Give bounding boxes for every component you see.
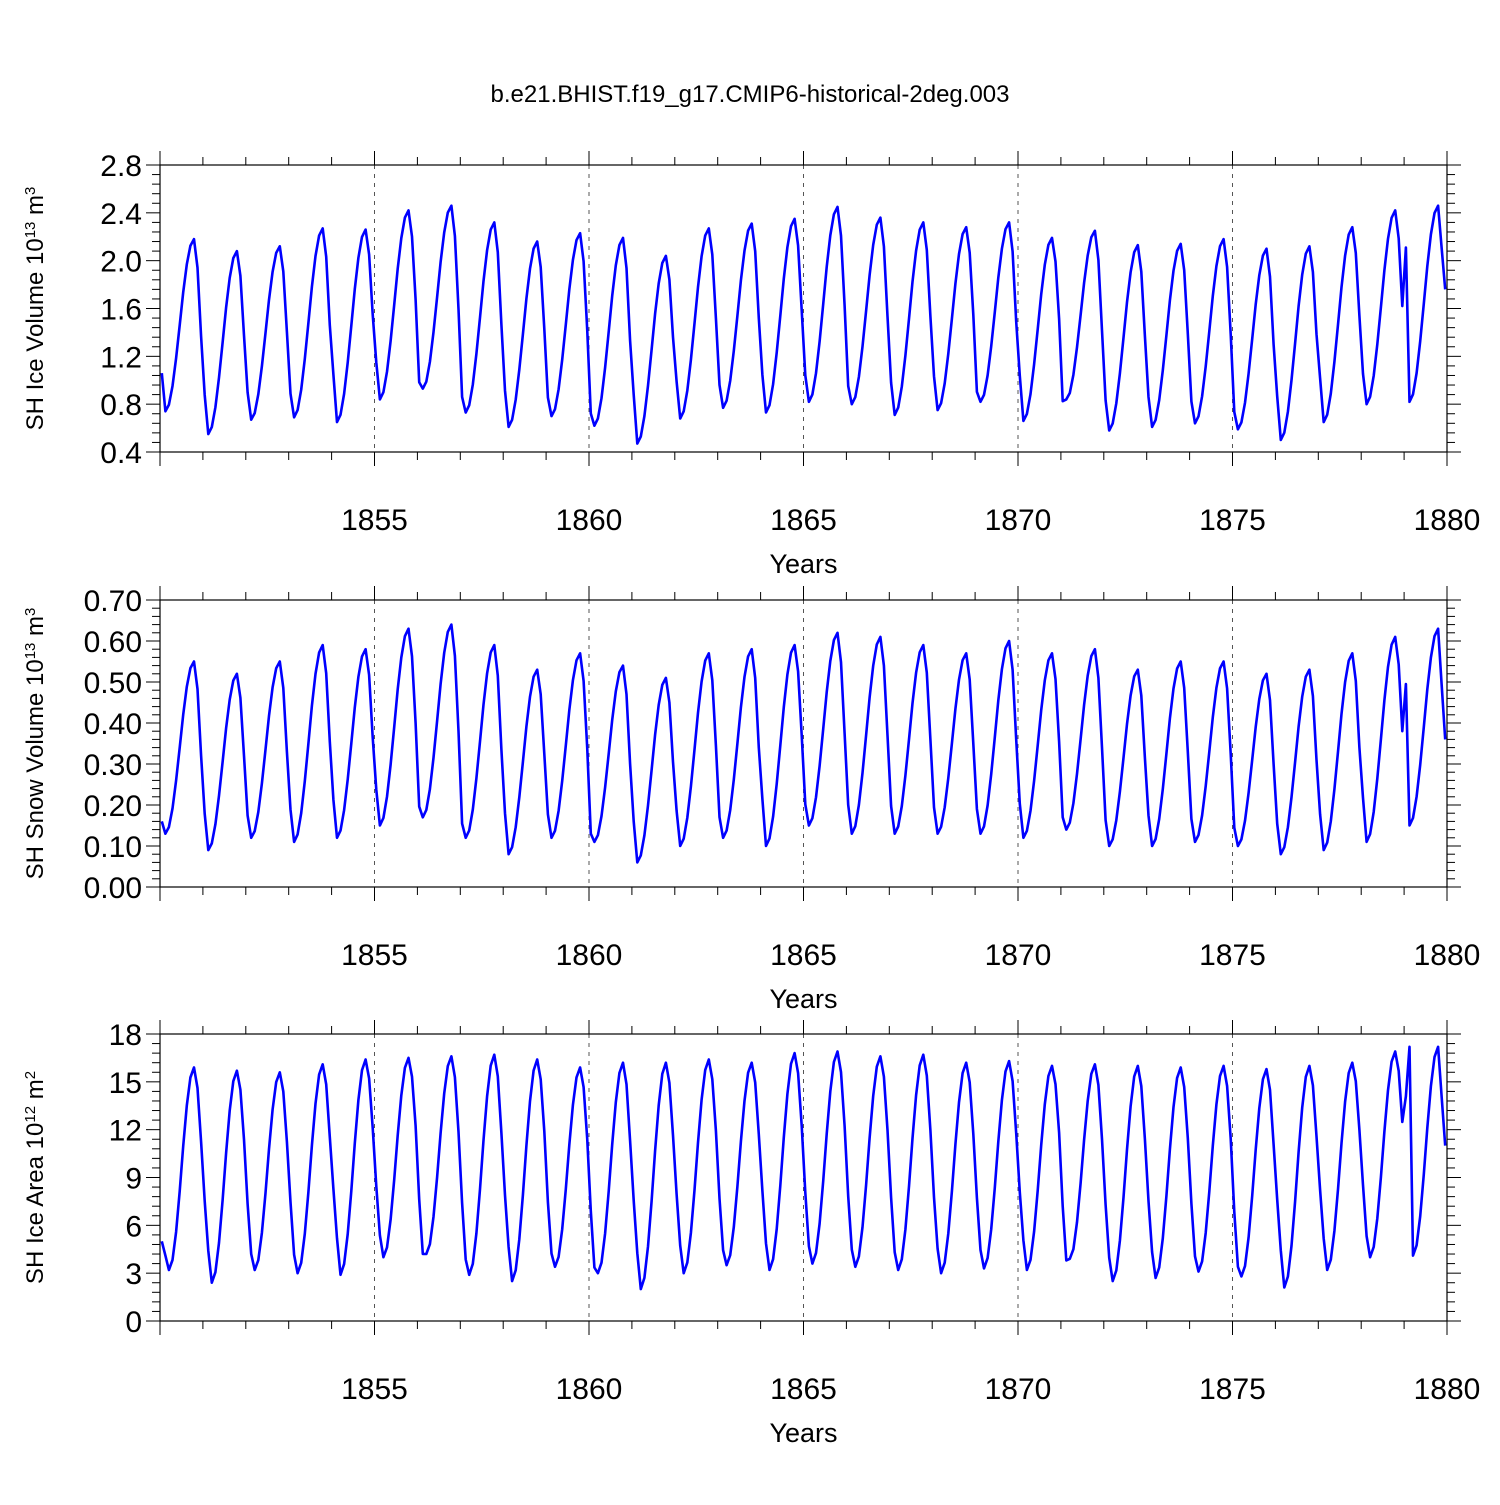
x-tick-label: 1865 [770,1373,837,1406]
y-tick-label: 18 [109,1019,142,1052]
y-tick-label: 0.50 [84,667,142,700]
y-axis-label-part: m [22,1079,49,1106]
y-axis-label: SH Ice Area 1012 m2 [22,1071,50,1284]
x-axis-label: Years [769,1418,837,1448]
sh-snow-volume-series-line [160,623,1447,864]
y-tick-label: 0.70 [84,585,142,618]
y-tick-label: 15 [109,1067,142,1100]
sh-ice-area-series-line [160,1045,1447,1291]
y-tick-label: 1.6 [100,294,142,327]
plot-frame [159,1033,1448,1322]
y-axis-label-superscript: 3 [22,187,39,195]
y-axis-label-part: SH Snow Volume 10 [22,659,49,879]
y-axis-label-superscript: 13 [22,222,39,239]
y-tick-label: 0.40 [84,708,142,741]
y-tick-label: 9 [125,1163,142,1196]
y-tick-label: 0.20 [84,790,142,823]
y-tick-label: 0 [125,1306,142,1339]
y-axis-label-superscript: 3 [22,608,39,616]
y-tick-label: 0.10 [84,831,142,864]
sh-ice-volume-panel: 0.4 0.8 1.2 1.6 2.0 2.4 2.8 1855 1860 1865 1870 187… [22,150,1481,579]
y-axis-label-superscript: 2 [22,1071,39,1079]
sh-ice-volume-series-line [160,204,1447,445]
sh-snow-volume-panel: 0.00 0.10 0.20 0.30 0.40 0.50 0.60 0.70 1855 1860… [22,585,1481,1014]
y-tick-label: 0.30 [84,749,142,782]
x-tick-label: 1860 [556,1373,623,1406]
x-tick-label: 1855 [341,504,408,537]
x-tick-label: 1880 [1414,504,1481,537]
x-tick-label: 1855 [341,939,408,972]
y-tick-label: 12 [109,1115,142,1148]
y-axis-label-superscript: 12 [22,1106,39,1123]
y-axis-label: SH Ice Volume 1013 m3 [22,187,50,431]
x-tick-label: 1870 [985,939,1052,972]
y-axis-label-part: SH Ice Volume 10 [22,238,49,430]
y-tick-label: 2.0 [100,246,142,279]
figure-title: b.e21.BHIST.f19_g17.CMIP6-historical-2de… [491,81,1010,108]
y-tick-label: 0.8 [100,389,142,422]
y-axis-label: SH Snow Volume 1013 m3 [22,608,50,880]
y-axis-label-part: m [22,616,49,643]
plot-frame [159,599,1448,888]
y-tick-label: 1.2 [100,341,142,374]
x-tick-label: 1875 [1199,504,1266,537]
x-tick-label: 1860 [556,939,623,972]
x-tick-label: 1855 [341,1373,408,1406]
plot-frame [159,164,1448,453]
x-tick-label: 1870 [985,1373,1052,1406]
x-tick-label: 1875 [1199,1373,1266,1406]
y-axis-label-superscript: 13 [22,643,39,660]
x-tick-label: 1865 [770,504,837,537]
x-tick-label: 1870 [985,504,1052,537]
y-tick-label: 0.00 [84,872,142,905]
x-tick-label: 1880 [1414,1373,1481,1406]
y-tick-label: 0.60 [84,626,142,659]
x-axis-label: Years [769,549,837,579]
y-tick-label: 2.4 [100,198,142,231]
y-axis-label-part: m [22,195,49,222]
sh-ice-area-panel: 0 3 6 9 12 15 18 1855 1860 1865 1870 1875 1880 Years S… [22,1019,1481,1448]
y-tick-label: 6 [125,1210,142,1243]
y-tick-label: 0.4 [100,437,142,470]
y-axis-label-part: SH Ice Area 10 [22,1123,49,1284]
x-tick-label: 1875 [1199,939,1266,972]
x-tick-label: 1860 [556,504,623,537]
x-axis-label: Years [769,984,837,1014]
x-tick-label: 1880 [1414,939,1481,972]
y-tick-label: 3 [125,1258,142,1291]
y-tick-label: 2.8 [100,150,142,183]
x-tick-label: 1865 [770,939,837,972]
